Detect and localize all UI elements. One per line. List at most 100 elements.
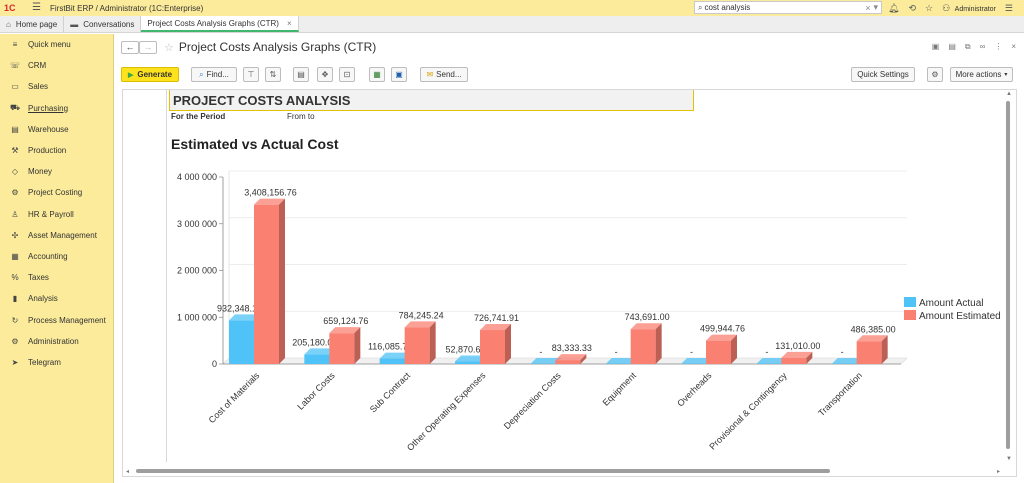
bar-side-face xyxy=(354,327,361,364)
y-tick-label: 2 000 000 xyxy=(177,266,217,276)
app-title: FirstBit ERP / Administrator (1C:Enterpr… xyxy=(50,3,204,13)
sidebar-item-taxes[interactable]: % Taxes xyxy=(0,267,113,288)
sidebar-item-production[interactable]: ⚒ Production xyxy=(0,140,113,161)
sidebar-item-telegram[interactable]: ➤ Telegram xyxy=(0,352,113,373)
horizontal-scrollbar[interactable] xyxy=(136,469,830,473)
tab-project-costs-analysis[interactable]: Project Costs Analysis Graphs (CTR) × xyxy=(141,16,299,32)
bar-amount-estimated xyxy=(856,341,882,364)
sidebar-item-sales[interactable]: ▭ Sales xyxy=(0,76,113,97)
save-button[interactable]: ▣ xyxy=(391,67,407,82)
sidebar-item-crm[interactable]: ☏ CRM xyxy=(0,55,113,76)
tab-home-page[interactable]: ⌂ Home page xyxy=(0,16,65,32)
sidebar-icon: ♙ xyxy=(11,209,19,219)
sidebar-item-purchasing[interactable]: ⛟ Purchasing xyxy=(0,98,113,119)
sidebar-item-asset-management[interactable]: ✣ Asset Management xyxy=(0,225,113,246)
bar-top-face xyxy=(254,198,285,205)
quick-settings-button[interactable]: Quick Settings xyxy=(851,67,915,82)
forward-button[interactable]: → xyxy=(139,40,157,54)
print-button[interactable]: ▤ xyxy=(293,67,309,82)
preview-button[interactable]: ⊡ xyxy=(339,67,355,82)
sidebar-item-label: HR & Payroll xyxy=(28,209,74,219)
legend-label: Amount Actual xyxy=(919,298,983,309)
sidebar-item-quick-menu[interactable]: ≡ Quick menu xyxy=(0,34,113,55)
sidebar-item-money[interactable]: ◇ Money xyxy=(0,161,113,182)
history-icon[interactable]: ⟲ xyxy=(908,2,916,13)
sidebar-item-label: Purchasing xyxy=(28,103,69,113)
bar-amount-actual xyxy=(379,358,405,364)
tab-label: Home page xyxy=(15,19,58,29)
settings-button[interactable]: ⚙ xyxy=(927,67,943,82)
scroll-right-icon[interactable]: ▸ xyxy=(997,469,1001,475)
chat-icon: ▬ xyxy=(70,19,79,29)
favorite-star-icon[interactable]: ☆ xyxy=(164,41,174,54)
bar-top-face xyxy=(630,323,662,330)
bell-icon[interactable]: 🔔︎ xyxy=(888,2,900,13)
report-margin-line xyxy=(166,90,167,462)
generate-button[interactable]: ▶ Generate xyxy=(121,67,179,82)
sidebar-icon: ⚒ xyxy=(11,146,19,156)
home-icon: ⌂ xyxy=(6,19,11,29)
x-tick-label: Overheads xyxy=(675,370,714,409)
scroll-down-icon[interactable]: ▼ xyxy=(1006,456,1012,462)
tab-conversations[interactable]: ▬ Conversations xyxy=(64,16,142,32)
close-tab-icon[interactable]: × xyxy=(286,18,292,28)
user-icon: ⚇ xyxy=(942,2,951,13)
x-tick-label: Equipment xyxy=(601,370,639,408)
sidebar: ≡ Quick menu ☏ CRM ▭ Sales ⛟ Purchasing ▤ Warehou… xyxy=(0,34,114,483)
data-label: 726,741.91 xyxy=(474,313,519,323)
group-button[interactable]: ⇅ xyxy=(265,67,281,82)
bar-amount-estimated xyxy=(254,204,279,364)
floppy-icon: ▣ xyxy=(395,70,403,79)
bar-side-face xyxy=(655,323,662,364)
app-logo: 1С xyxy=(4,3,16,13)
move-button[interactable]: ✥ xyxy=(317,67,333,82)
favorites-icon[interactable]: ☆ xyxy=(924,2,934,13)
bar-top-face xyxy=(756,358,788,364)
vertical-scrollbar[interactable] xyxy=(1006,101,1010,449)
back-button[interactable]: ← xyxy=(121,40,139,54)
sidebar-item-label: Warehouse xyxy=(28,124,69,134)
sidebar-item-label: Accounting xyxy=(28,251,68,261)
send-button[interactable]: ✉ Send... xyxy=(420,67,468,82)
sidebar-item-process-management[interactable]: ↻ Process Management xyxy=(0,309,113,330)
scroll-left-icon[interactable]: ◂ xyxy=(126,469,130,475)
search-value: cost analysis xyxy=(704,3,751,12)
main-menu-icon[interactable]: ☰ xyxy=(32,2,41,13)
find-button[interactable]: ⌕ Find... xyxy=(191,67,237,82)
link-icon[interactable]: ∞ xyxy=(979,42,986,51)
close-icon[interactable]: × xyxy=(1011,42,1016,51)
data-label: 131,010.00 xyxy=(775,341,820,351)
sidebar-item-warehouse[interactable]: ▤ Warehouse xyxy=(0,119,113,140)
save-icon[interactable]: ▣ xyxy=(931,42,940,51)
user-menu[interactable]: ⚇ Administrator xyxy=(942,3,996,14)
header-area-button[interactable]: ⊤ xyxy=(243,67,259,82)
quick-settings-label: Quick Settings xyxy=(857,70,909,79)
bar-amount-actual xyxy=(304,354,330,364)
preview-icon[interactable]: ⧉ xyxy=(964,42,971,51)
search-input[interactable]: ⌕ cost analysis × ▾ xyxy=(694,1,882,14)
sidebar-icon: ≡ xyxy=(12,40,18,50)
sidebar-item-analysis[interactable]: ▮ Analysis xyxy=(0,288,113,309)
data-label: 116,085.71 xyxy=(368,342,412,352)
sidebar-item-hr-payroll[interactable]: ♙ HR & Payroll xyxy=(0,204,113,225)
sidebar-item-project-costing[interactable]: ⚙ Project Costing xyxy=(0,182,113,203)
print-icon[interactable]: ▤ xyxy=(948,42,956,51)
report-area[interactable]: PROJECT COSTS ANALYSIS For the Period Fr… xyxy=(122,89,1017,477)
excel-button[interactable]: ▦ xyxy=(369,67,385,82)
x-tick-label: Provisional & Contingency xyxy=(707,370,789,452)
search-dropdown-icon[interactable]: ▾ xyxy=(873,2,878,12)
sidebar-item-accounting[interactable]: ▦ Accounting xyxy=(0,246,113,267)
bar-top-face xyxy=(480,324,511,331)
scroll-up-icon[interactable]: ▲ xyxy=(1006,91,1012,97)
more-vertical-icon[interactable]: ⋮ xyxy=(994,42,1003,51)
chart-title: Estimated vs Actual Cost xyxy=(171,136,339,152)
data-label: 784,245.24 xyxy=(399,310,444,320)
sidebar-icon: ✣ xyxy=(11,230,19,240)
more-actions-button[interactable]: More actions ▾ xyxy=(950,67,1013,82)
clear-search-icon[interactable]: × xyxy=(865,2,871,13)
menu-icon[interactable]: ☰ xyxy=(1004,2,1013,13)
x-tick-label: Other Operating Expenses xyxy=(405,370,488,453)
sidebar-item-label: Administration xyxy=(28,336,79,346)
header-icons: ▣ ▤ ⧉ ∞ ⋮ × xyxy=(932,42,1016,52)
sidebar-item-administration[interactable]: ⚙ Administration xyxy=(0,331,113,352)
